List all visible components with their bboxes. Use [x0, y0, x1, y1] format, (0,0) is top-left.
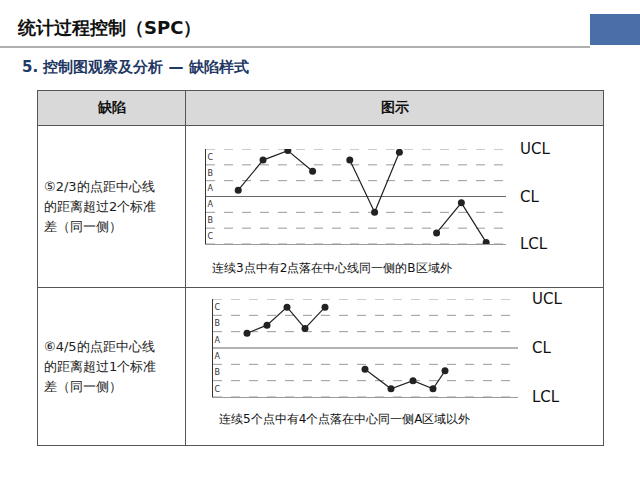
html-text:图示: 图示 [380, 99, 409, 115]
html-text:⑥4/5的点距中心线: ⑥4/5的点距中心线 [44, 338, 155, 354]
html-text:差（同一侧）: 差（同一侧） [44, 378, 122, 394]
svg-text:A: A [207, 200, 213, 209]
html-text:连续5个点中有4个点落在中心同一侧A区域以外: 连续5个点中有4个点落在中心同一侧A区域以外 [219, 412, 471, 426]
html-text:差（同一侧）: 差（同一侧） [44, 218, 122, 234]
html-text:缺陷: 缺陷 [97, 99, 126, 115]
svg-text:A: A [207, 184, 213, 193]
svg-text:LCL: LCL [520, 235, 548, 253]
html-text:5. 控制图观察及分析 — 缺陷样式: 5. 控制图观察及分析 — 缺陷样式 [22, 58, 249, 76]
svg-text:UCL: UCL [532, 290, 562, 308]
svg-text:A: A [214, 352, 220, 361]
svg-text:C: C [214, 385, 220, 394]
svg-text:C: C [214, 303, 220, 312]
svg-text:B: B [207, 169, 213, 178]
html-text:⑤2/3的点距中心线: ⑤2/3的点距中心线 [44, 178, 155, 194]
svg-text:C: C [207, 232, 213, 241]
svg-text:CL: CL [520, 188, 539, 206]
svg-text:CL: CL [532, 339, 551, 357]
html-text:的距离超过2个标准: 的距离超过2个标准 [44, 198, 157, 214]
svg-text:C: C [207, 153, 213, 162]
html-text:连续3点中有2点落在中心线同一侧的B区域外: 连续3点中有2点落在中心线同一侧的B区域外 [212, 261, 452, 275]
svg-text:LCL: LCL [532, 388, 560, 406]
svg-text:A: A [214, 336, 220, 345]
svg-text:UCL: UCL [520, 140, 550, 158]
html-text:统计过程控制（SPC）: 统计过程控制（SPC） [18, 17, 202, 38]
svg-text:B: B [207, 216, 213, 225]
html-text:的距离超过1个标准: 的距离超过1个标准 [44, 358, 157, 374]
svg-text:B: B [214, 319, 220, 328]
svg-text:B: B [214, 368, 220, 377]
